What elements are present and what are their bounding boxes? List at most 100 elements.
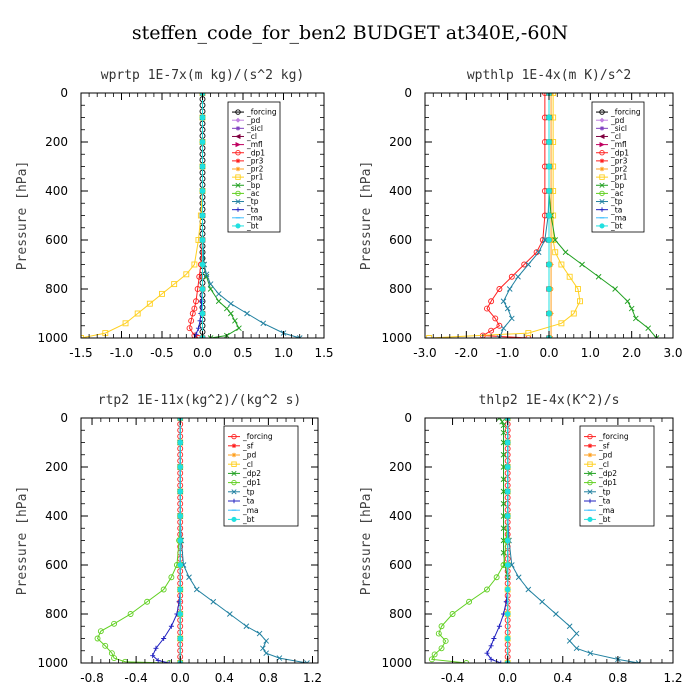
legend-marker (235, 117, 241, 123)
y-tick-label: 800 (389, 607, 412, 621)
data-point-bt (546, 237, 552, 243)
data-point-bt (546, 310, 552, 317)
data-point-pr1 (558, 261, 565, 268)
legend-label: _pr2 (610, 165, 628, 174)
x-tick-label: 0.0 (498, 671, 517, 685)
y-axis-title: Pressure [hPa] (359, 486, 374, 596)
data-point-ta (195, 325, 201, 331)
legend-marker (587, 498, 593, 504)
data-point-tp (539, 598, 545, 605)
data-point-ta (197, 318, 203, 324)
legend-marker (235, 182, 241, 188)
data-point-bt (546, 261, 552, 268)
legend-label: _pr1 (610, 173, 628, 182)
x-tick-label: 0.4 (215, 671, 234, 685)
data-point-dp1 (541, 93, 548, 96)
data-point-dp1 (496, 322, 503, 329)
data-point-pr1 (550, 93, 557, 96)
data-point-tp (296, 335, 303, 338)
data-point-bp (653, 335, 660, 338)
legend: _forcing_pd_sicl_cl_mfl_dp1_pr3_pr2_pr1_… (591, 101, 645, 233)
data-point-tp (553, 611, 559, 617)
legend-marker (235, 109, 241, 115)
data-point-dp1 (111, 620, 118, 627)
data-point-tp (244, 310, 250, 317)
data-point-dp1 (168, 574, 175, 581)
y-tick-label: 800 (45, 607, 68, 621)
data-point-ta (488, 643, 494, 649)
legend-marker (231, 452, 237, 458)
legend-marker (599, 109, 605, 115)
data-point-dp2 (500, 451, 507, 458)
x-tick-label: -1.0 (110, 346, 133, 360)
legend-label: _ac (246, 189, 259, 198)
data-point-bt (177, 537, 184, 544)
legend-marker (599, 158, 605, 164)
legend-label: _ma (598, 506, 615, 515)
legend-label: _bt (610, 222, 623, 231)
y-tick-label: 200 (389, 460, 412, 474)
legend-marker (587, 516, 593, 522)
legend-box (227, 101, 281, 233)
data-point-bp (562, 249, 569, 256)
data-point-dp1 (435, 630, 442, 637)
data-point-pr1 (525, 330, 532, 337)
legend-marker (231, 443, 237, 449)
chart-panel-4: -0.4 0.0 0.4 0.8 1.2 0 200 400 600 800 1000 thlp2 1… (359, 393, 683, 685)
data-point-dp2 (500, 439, 507, 446)
data-point-tp (573, 630, 580, 637)
data-point-dp2 (500, 488, 507, 495)
legend: _forcing_pd_sicl_cl_mfl_dp1_pr3_pr2_pr1_… (227, 101, 281, 233)
data-point-dp1 (488, 327, 495, 334)
data-point-bt (177, 635, 184, 642)
data-point-tp (193, 586, 200, 593)
data-point-bt (504, 635, 511, 642)
data-point-bt (504, 488, 511, 495)
data-point-pr1 (191, 261, 198, 268)
data-point-dp1 (438, 623, 445, 630)
data-point-tp (260, 645, 266, 652)
legend-marker (599, 150, 605, 156)
data-point-dp1 (196, 273, 203, 280)
y-tick-label: 1000 (381, 656, 412, 670)
x-tick-label: -0.8 (80, 671, 103, 685)
chart-title: rtp2 1E-11x(kg^2)/(kg^2 s) (98, 393, 302, 408)
legend-label: _bt (598, 515, 611, 524)
data-point-tp (500, 325, 507, 332)
x-tick-label: -1.0 (496, 346, 519, 360)
legend-marker (587, 479, 593, 486)
legend-label: _bp (610, 181, 625, 190)
x-tick-label: 2.0 (622, 346, 641, 360)
data-point-bt (546, 163, 552, 170)
data-point-pr1 (122, 320, 129, 327)
data-point-bp (215, 298, 222, 305)
data-point-bp (228, 310, 234, 317)
legend-label: _forcing (246, 108, 277, 117)
data-point-dp2 (500, 525, 507, 532)
legend-marker (587, 443, 593, 449)
legend-marker (231, 498, 237, 504)
legend-marker (599, 166, 605, 172)
legend: _forcing_sf_pd_cl_dp2_dp1_tp_ta_ma_bt (223, 425, 299, 527)
legend-box (591, 101, 645, 233)
data-point-dp1 (496, 286, 503, 292)
x-tick-label: -0.5 (150, 346, 173, 360)
data-point-dp1 (431, 651, 438, 658)
legend-label: _sicl (246, 124, 263, 133)
data-point-tp (260, 320, 267, 327)
legend-label: _ta (246, 205, 258, 214)
data-point-tp (304, 660, 310, 663)
data-point-ta (176, 599, 182, 605)
data-point-dp1 (186, 325, 193, 332)
data-point-ta (161, 636, 167, 641)
data-point-bt (177, 586, 184, 593)
y-tick-label: 600 (389, 558, 412, 572)
data-point-dp2 (500, 422, 507, 429)
data-point-bp (624, 298, 631, 305)
data-point-pr1 (159, 290, 165, 297)
legend-label: _forcing (242, 432, 273, 441)
data-point-tp (525, 586, 532, 593)
data-point-pr1 (558, 320, 565, 327)
data-point-dp2 (500, 513, 507, 519)
data-point-bt (546, 212, 552, 219)
